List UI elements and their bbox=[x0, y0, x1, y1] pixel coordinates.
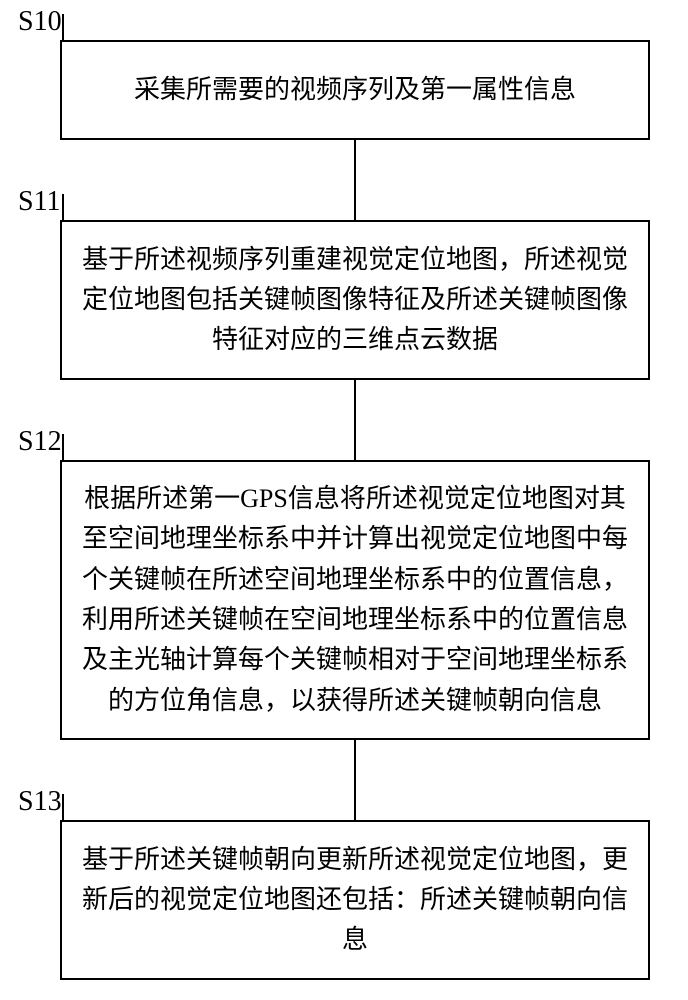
step-label-s11: S11 bbox=[18, 186, 61, 218]
step-label-s12: S12 bbox=[18, 426, 62, 458]
step-box-s12: 根据所述第一GPS信息将所述视觉定位地图对其至空间地理坐标系中并计算出视觉定位地… bbox=[60, 460, 650, 740]
connector-0 bbox=[354, 140, 356, 220]
step-box-s11: 基于所述视频序列重建视觉定位地图，所述视觉定位地图包括关键帧图像特征及所述关键帧… bbox=[60, 220, 650, 380]
connector-2 bbox=[354, 740, 356, 820]
step-label-s10: S10 bbox=[18, 6, 62, 38]
step-text-s10: 采集所需要的视频序列及第一属性信息 bbox=[134, 70, 576, 110]
step-box-s13: 基于所述关键帧朝向更新所述视觉定位地图，更新后的视觉定位地图还包括：所述关键帧朝… bbox=[60, 820, 650, 980]
step-label-s13: S13 bbox=[18, 786, 62, 818]
step-box-s10: 采集所需要的视频序列及第一属性信息 bbox=[60, 40, 650, 140]
flowchart-canvas: S10 采集所需要的视频序列及第一属性信息 S11 基于所述视频序列重建视觉定位… bbox=[0, 0, 688, 1000]
connector-1 bbox=[354, 380, 356, 460]
step-text-s11: 基于所述视频序列重建视觉定位地图，所述视觉定位地图包括关键帧图像特征及所述关键帧… bbox=[80, 240, 630, 361]
step-text-s12: 根据所述第一GPS信息将所述视觉定位地图对其至空间地理坐标系中并计算出视觉定位地… bbox=[80, 479, 630, 721]
step-text-s13: 基于所述关键帧朝向更新所述视觉定位地图，更新后的视觉定位地图还包括：所述关键帧朝… bbox=[80, 840, 630, 961]
